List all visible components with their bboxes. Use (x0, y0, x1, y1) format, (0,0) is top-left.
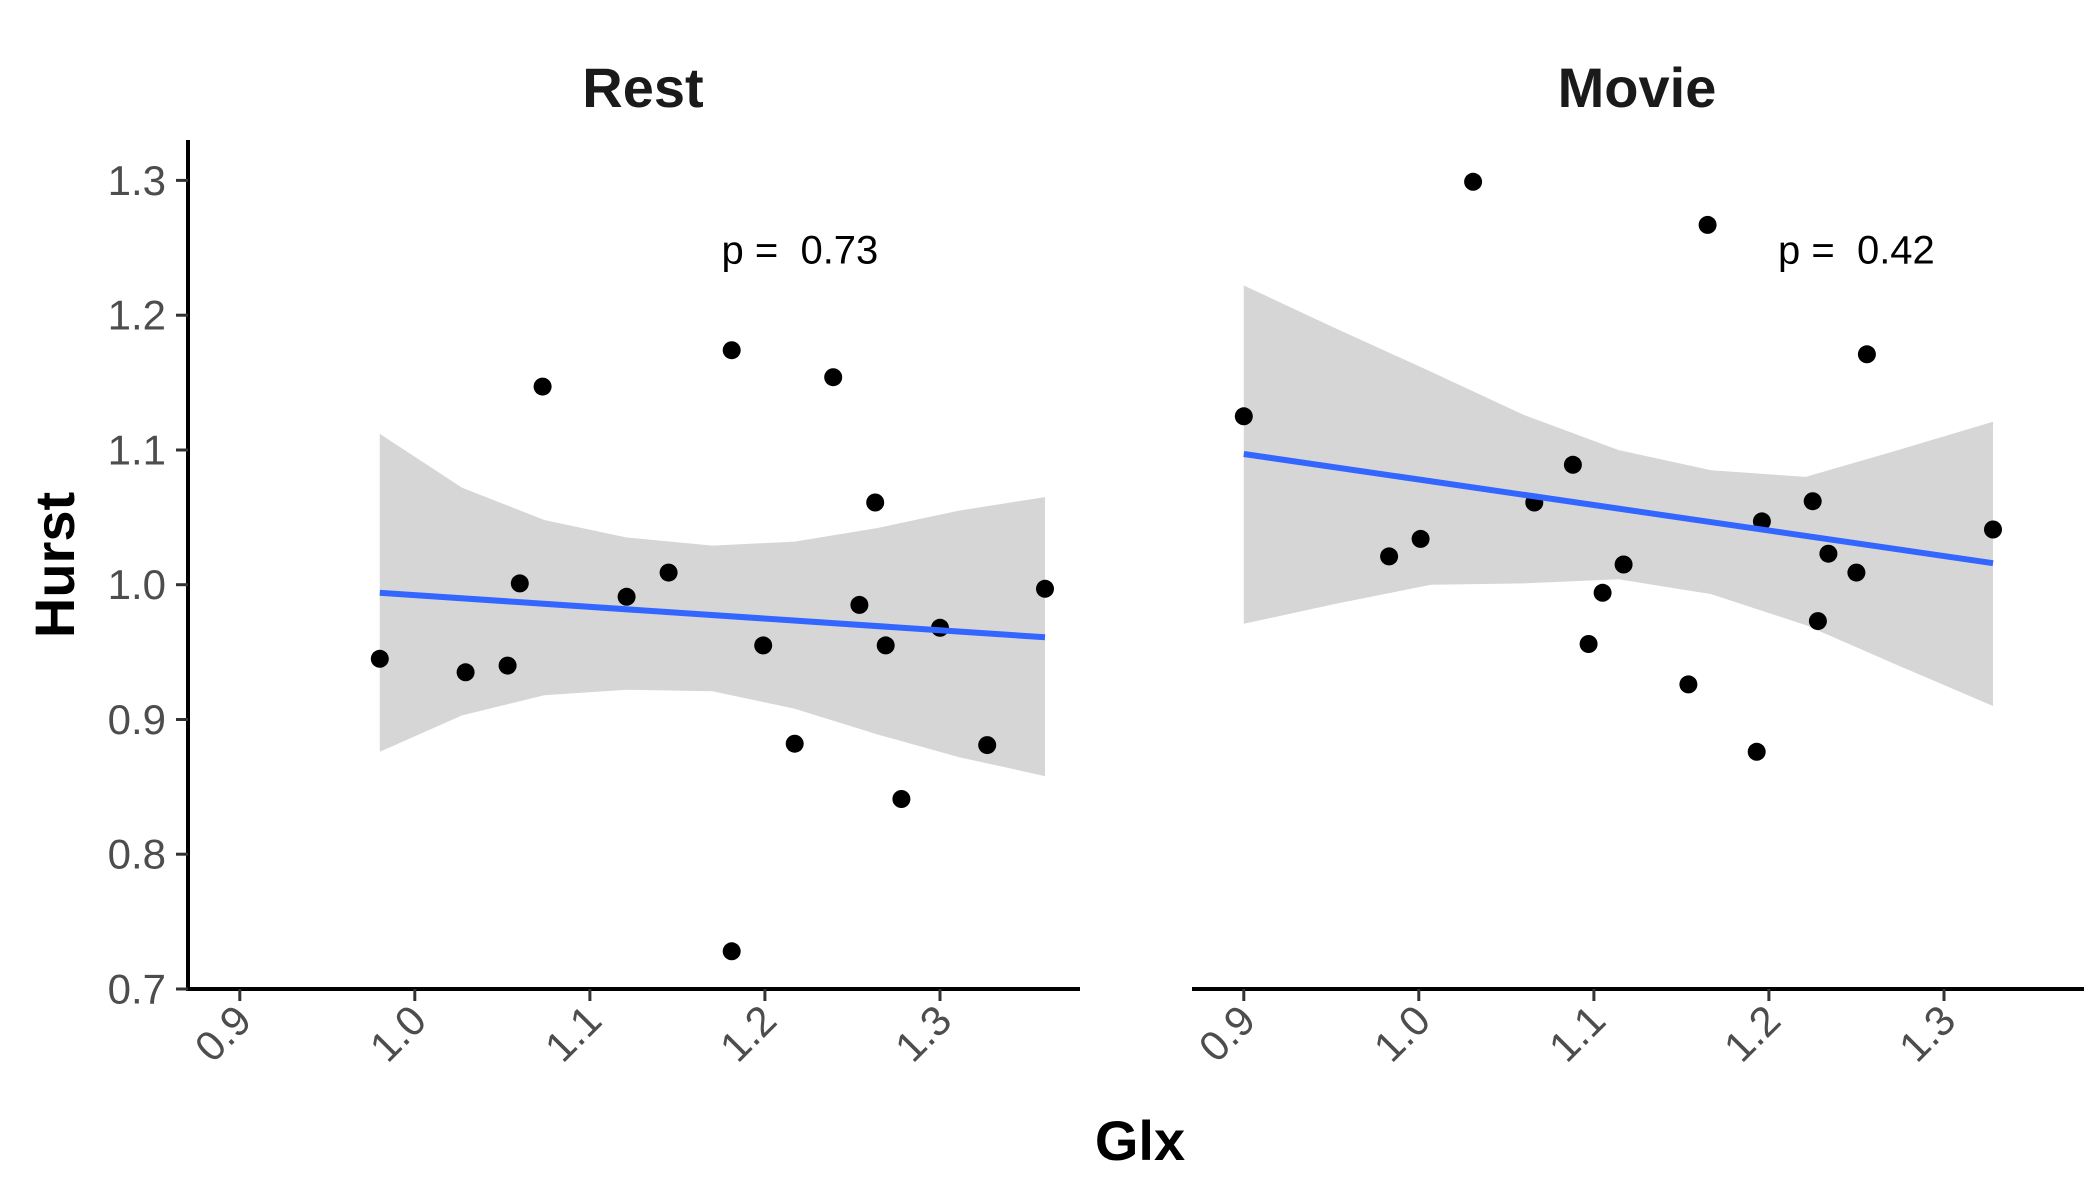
data-point (1464, 172, 1483, 191)
data-point (1679, 675, 1698, 694)
confidence-ribbon (1243, 285, 1993, 706)
data-point (1857, 345, 1876, 364)
data-point (892, 790, 911, 808)
y-tick-label: 1.2 (108, 292, 166, 339)
confidence-ribbon (379, 433, 1045, 777)
x-tick-label: 1.1 (536, 996, 611, 1071)
data-point (1380, 547, 1399, 566)
x-tick-label: 1.2 (711, 996, 786, 1071)
panel-title-rest: Rest (582, 56, 703, 119)
data-point (510, 574, 529, 593)
data-point (722, 942, 741, 961)
data-point (1036, 579, 1054, 598)
x-axis-title: Glx (1095, 1109, 1185, 1172)
y-tick-label: 0.8 (108, 831, 166, 878)
data-point (1808, 612, 1827, 631)
y-tick-label: 1.0 (108, 561, 166, 608)
data-point (1803, 492, 1822, 511)
data-point (978, 736, 997, 755)
data-point (1234, 407, 1253, 426)
x-tick-label: 1.1 (1540, 996, 1615, 1071)
data-point (785, 734, 804, 753)
p-value-annotation: p = 0.42 (1778, 229, 1935, 273)
data-point (1593, 583, 1612, 602)
data-point (1819, 544, 1838, 563)
data-point (722, 341, 741, 360)
data-point (1698, 215, 1717, 234)
data-point (1614, 555, 1633, 574)
data-point (1579, 635, 1598, 653)
data-point (754, 636, 773, 655)
x-tick-label: 1.0 (361, 996, 436, 1071)
data-point (1563, 455, 1582, 474)
regression-line (1243, 451, 1994, 567)
panel-title-movie: Movie (1558, 56, 1717, 119)
x-tick-label: 0.9 (1190, 996, 1265, 1071)
data-point (1984, 520, 2002, 539)
y-axis-title: Hurst (23, 492, 86, 638)
p-value-annotation: p = 0.73 (722, 229, 879, 273)
data-point (866, 493, 885, 512)
y-tick-label: 1.3 (108, 157, 166, 204)
panel-rest: Rest p = 0.73 0.9 1.0 1.1 1.2 1.3 0.7 0.8 0.9 1.0… (108, 56, 1080, 1071)
x-tick-label: 1.0 (1365, 996, 1440, 1071)
data-point (850, 595, 869, 614)
x-tick-label: 1.3 (1890, 996, 1965, 1071)
panel-movie: Movie p = 0.42 0.9 1.0 1.1 1.2 1.3 (1190, 56, 2084, 1071)
data-point (824, 368, 843, 387)
data-point (370, 649, 389, 668)
data-point (498, 656, 517, 675)
x-tick-label: 0.9 (186, 996, 261, 1071)
data-point (1411, 529, 1430, 548)
y-tick-label: 0.9 (108, 696, 166, 743)
y-tick-label: 0.7 (108, 966, 166, 1013)
x-tick-label: 1.2 (1715, 996, 1790, 1071)
x-tick-label: 1.3 (886, 996, 961, 1071)
regression-line (379, 589, 1046, 641)
data-point (617, 587, 636, 606)
data-point (659, 563, 678, 582)
data-point (533, 377, 552, 396)
y-tick-label: 1.1 (108, 427, 166, 474)
data-point (1747, 742, 1766, 761)
data-point (876, 636, 895, 655)
data-point (456, 663, 475, 682)
data-point (1847, 563, 1866, 582)
